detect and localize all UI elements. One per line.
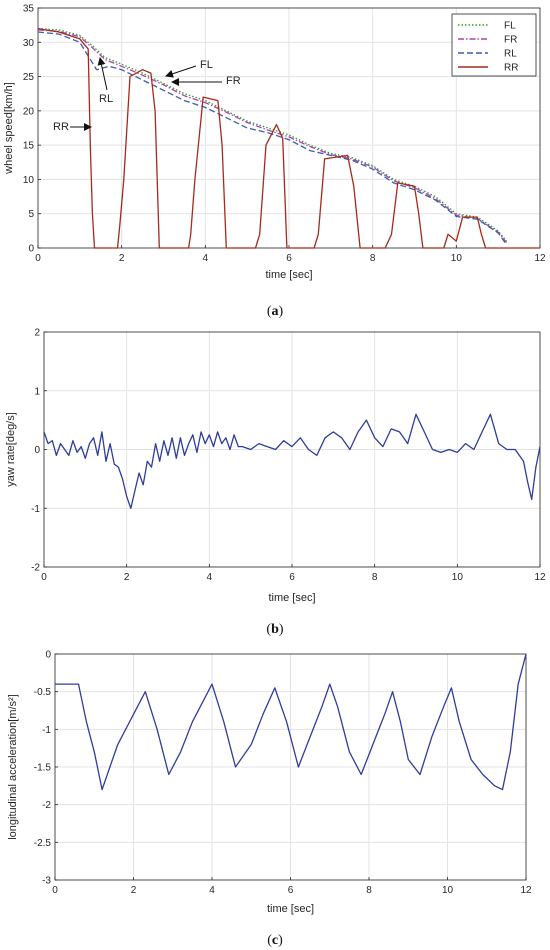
y-tick-label: 35 xyxy=(23,4,35,15)
x-tick-label: 8 xyxy=(370,253,376,264)
y-tick-label: 10 xyxy=(23,175,35,186)
x-tick-label: 0 xyxy=(41,572,47,583)
x-tick-label: 8 xyxy=(366,885,372,896)
x-tick-label: 6 xyxy=(286,253,292,264)
y-tick-label: 0 xyxy=(28,244,34,255)
caption-c: (c) xyxy=(267,933,283,948)
y-tick-label: -1 xyxy=(31,504,40,515)
x-axis-label: time [sec] xyxy=(268,592,315,604)
x-axis-label: time [sec] xyxy=(267,903,314,915)
legend-label-fl: FL xyxy=(504,21,516,32)
caption-b: (b) xyxy=(266,622,283,637)
y-tick-label: 0 xyxy=(45,650,51,661)
x-axis-label: time [sec] xyxy=(265,269,312,281)
legend-label-rr: RR xyxy=(504,63,518,74)
y-tick-label: 15 xyxy=(23,141,35,152)
x-tick-label: 0 xyxy=(35,253,41,264)
x-tick-label: 12 xyxy=(534,253,546,264)
x-tick-label: 4 xyxy=(207,572,213,583)
annotation-arrow-rl xyxy=(97,57,108,91)
x-tick-label: 4 xyxy=(209,885,215,896)
y-tick-label: 1 xyxy=(34,386,40,397)
y-tick-label: 20 xyxy=(23,106,35,117)
annotation-label-fr: FR xyxy=(226,75,241,87)
y-tick-label: -3 xyxy=(42,876,51,887)
x-tick-label: 10 xyxy=(442,885,454,896)
y-tick-label: -2 xyxy=(42,800,51,811)
series-line-main xyxy=(43,413,541,509)
legend-label-rl: RL xyxy=(504,49,517,60)
series-line-rr xyxy=(37,27,540,249)
y-tick-label: -2.5 xyxy=(34,838,52,849)
annotation-label-rr: RR xyxy=(53,121,69,133)
caption-a: (a) xyxy=(267,304,284,319)
y-tick-label: -1 xyxy=(42,725,51,736)
y-tick-label: -2 xyxy=(31,563,40,574)
x-tick-label: 2 xyxy=(124,572,130,583)
annotation-label-fl: FL xyxy=(200,59,213,71)
x-tick-label: 12 xyxy=(520,885,532,896)
y-tick-label: 0 xyxy=(34,445,40,456)
y-tick-label: 30 xyxy=(23,38,35,49)
y-axis-label: wheel speed[km/h] xyxy=(3,82,15,175)
x-tick-label: 8 xyxy=(372,572,378,583)
annotation-label-rl: RL xyxy=(99,93,113,105)
x-tick-label: 6 xyxy=(288,885,294,896)
x-tick-label: 10 xyxy=(451,253,463,264)
x-tick-label: 2 xyxy=(131,885,137,896)
y-tick-label: -0.5 xyxy=(34,687,52,698)
x-tick-label: 10 xyxy=(452,572,464,583)
x-tick-label: 2 xyxy=(119,253,125,264)
panel-c-chart: 0 2 4 6 8 10 12 -3 -2.5 -2 -1.5 -1 -0.5 0 time [sec] lo… xyxy=(7,650,532,916)
y-axis-label: longitudinal acceleration[m/s²] xyxy=(7,694,19,840)
y-tick-label: -1.5 xyxy=(34,763,52,774)
series-line-rl xyxy=(37,31,508,245)
y-tick-label: 2 xyxy=(34,328,40,339)
y-tick-label: 25 xyxy=(23,72,35,83)
x-tick-label: 0 xyxy=(52,885,58,896)
series-line-main xyxy=(55,653,527,791)
x-tick-label: 12 xyxy=(534,572,546,583)
x-tick-label: 6 xyxy=(289,572,295,583)
y-tick-label: 5 xyxy=(28,209,34,220)
panel-a-chart: 0 2 4 6 8 10 12 0 5 10 15 20 25 30 35 time [sec] wheel s… xyxy=(3,4,546,282)
y-axis-label: yaw rate[deg/s] xyxy=(5,412,17,487)
x-tick-label: 4 xyxy=(203,253,209,264)
annotation-arrow-fl xyxy=(165,65,197,78)
series-line-fr xyxy=(37,29,508,243)
legend-label-fr: FR xyxy=(504,35,517,46)
